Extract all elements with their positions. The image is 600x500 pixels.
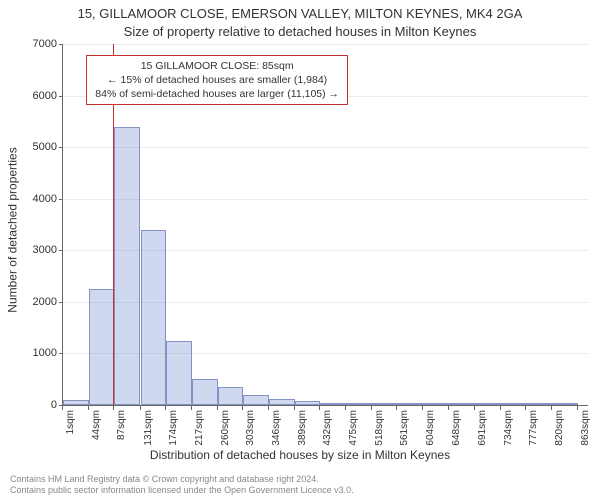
xtick-mark	[319, 406, 320, 410]
ytick-mark	[59, 353, 63, 354]
grid-line	[63, 353, 588, 354]
ytick-mark	[59, 147, 63, 148]
ytick-label: 0	[51, 399, 57, 411]
histogram-bar	[166, 341, 192, 405]
xtick-mark	[294, 406, 295, 410]
grid-line	[63, 250, 588, 251]
histogram-bar	[320, 403, 346, 405]
xtick-mark	[551, 406, 552, 410]
xtick-mark	[268, 406, 269, 410]
annotation-line: 15 GILLAMOOR CLOSE: 85sqm	[95, 59, 339, 73]
xtick-label: 734sqm	[503, 410, 514, 446]
ytick-label: 5000	[33, 141, 57, 153]
histogram-bar	[397, 403, 423, 405]
histogram-bar	[192, 379, 218, 405]
xtick-mark	[422, 406, 423, 410]
histogram-bar	[423, 403, 449, 405]
xtick-mark	[242, 406, 243, 410]
footer-line2: Contains public sector information licen…	[10, 485, 354, 496]
xtick-label: 389sqm	[297, 410, 308, 446]
xtick-label: 432sqm	[322, 410, 333, 446]
histogram-bar	[552, 403, 578, 405]
ytick-label: 2000	[33, 296, 57, 308]
grid-line	[63, 44, 588, 45]
xtick-label: 217sqm	[194, 410, 205, 446]
plot-area: 0100020003000400050006000700015 GILLAMOO…	[62, 44, 588, 406]
histogram-bar	[501, 403, 527, 405]
annotation-box: 15 GILLAMOOR CLOSE: 85sqm← 15% of detach…	[86, 55, 348, 106]
grid-line	[63, 199, 588, 200]
y-axis-label: Number of detached properties	[6, 0, 20, 460]
ytick-label: 6000	[33, 90, 57, 102]
ytick-label: 7000	[33, 38, 57, 50]
ytick-mark	[59, 199, 63, 200]
annotation-line: ← 15% of detached houses are smaller (1,…	[95, 73, 339, 87]
xtick-mark	[448, 406, 449, 410]
histogram-bar	[269, 399, 295, 405]
ytick-label: 1000	[33, 347, 57, 359]
histogram-bar	[526, 403, 552, 405]
histogram-bar	[475, 403, 501, 405]
xtick-label: 820sqm	[554, 410, 565, 446]
xtick-mark	[217, 406, 218, 410]
histogram-bar	[114, 127, 140, 405]
xtick-mark	[474, 406, 475, 410]
xtick-mark	[500, 406, 501, 410]
histogram-bar	[372, 403, 398, 405]
xtick-label: 863sqm	[580, 410, 591, 446]
grid-line	[63, 302, 588, 303]
ytick-label: 3000	[33, 244, 57, 256]
histogram-bar	[295, 401, 321, 405]
xtick-label: 131sqm	[143, 410, 154, 446]
xtick-label: 648sqm	[451, 410, 462, 446]
xtick-mark	[140, 406, 141, 410]
ytick-mark	[59, 96, 63, 97]
ytick-label: 4000	[33, 193, 57, 205]
chart-container: 15, GILLAMOOR CLOSE, EMERSON VALLEY, MIL…	[0, 0, 600, 500]
histogram-bar	[346, 403, 372, 405]
xtick-label: 518sqm	[374, 410, 385, 446]
xtick-mark	[345, 406, 346, 410]
histogram-bar	[449, 403, 475, 405]
histogram-bar	[63, 400, 89, 405]
footer-attribution: Contains HM Land Registry data © Crown c…	[10, 474, 354, 497]
xtick-label: 777sqm	[528, 410, 539, 446]
xtick-mark	[113, 406, 114, 410]
footer-line1: Contains HM Land Registry data © Crown c…	[10, 474, 354, 485]
xtick-mark	[371, 406, 372, 410]
chart-title-address: 15, GILLAMOOR CLOSE, EMERSON VALLEY, MIL…	[0, 6, 600, 21]
xtick-label: 44sqm	[91, 410, 102, 440]
xtick-label: 561sqm	[399, 410, 410, 446]
xtick-label: 346sqm	[271, 410, 282, 446]
xtick-label: 260sqm	[220, 410, 231, 446]
ytick-mark	[59, 302, 63, 303]
histogram-bar	[243, 395, 269, 405]
histogram-bar	[141, 230, 167, 405]
xtick-mark	[165, 406, 166, 410]
grid-line	[63, 147, 588, 148]
x-axis-label: Distribution of detached houses by size …	[0, 448, 600, 462]
xtick-mark	[577, 406, 578, 410]
xtick-label: 174sqm	[168, 410, 179, 446]
xtick-mark	[62, 406, 63, 410]
xtick-mark	[191, 406, 192, 410]
xtick-mark	[525, 406, 526, 410]
xtick-label: 1sqm	[65, 410, 76, 434]
histogram-bar	[218, 387, 244, 405]
xtick-label: 87sqm	[116, 410, 127, 440]
xtick-label: 475sqm	[348, 410, 359, 446]
xtick-mark	[88, 406, 89, 410]
xtick-label: 604sqm	[425, 410, 436, 446]
ytick-mark	[59, 44, 63, 45]
xtick-mark	[396, 406, 397, 410]
annotation-line: 84% of semi-detached houses are larger (…	[95, 87, 339, 101]
xtick-label: 691sqm	[477, 410, 488, 446]
ytick-mark	[59, 250, 63, 251]
xtick-label: 303sqm	[245, 410, 256, 446]
chart-subtitle: Size of property relative to detached ho…	[0, 24, 600, 39]
histogram-bar	[89, 289, 115, 405]
